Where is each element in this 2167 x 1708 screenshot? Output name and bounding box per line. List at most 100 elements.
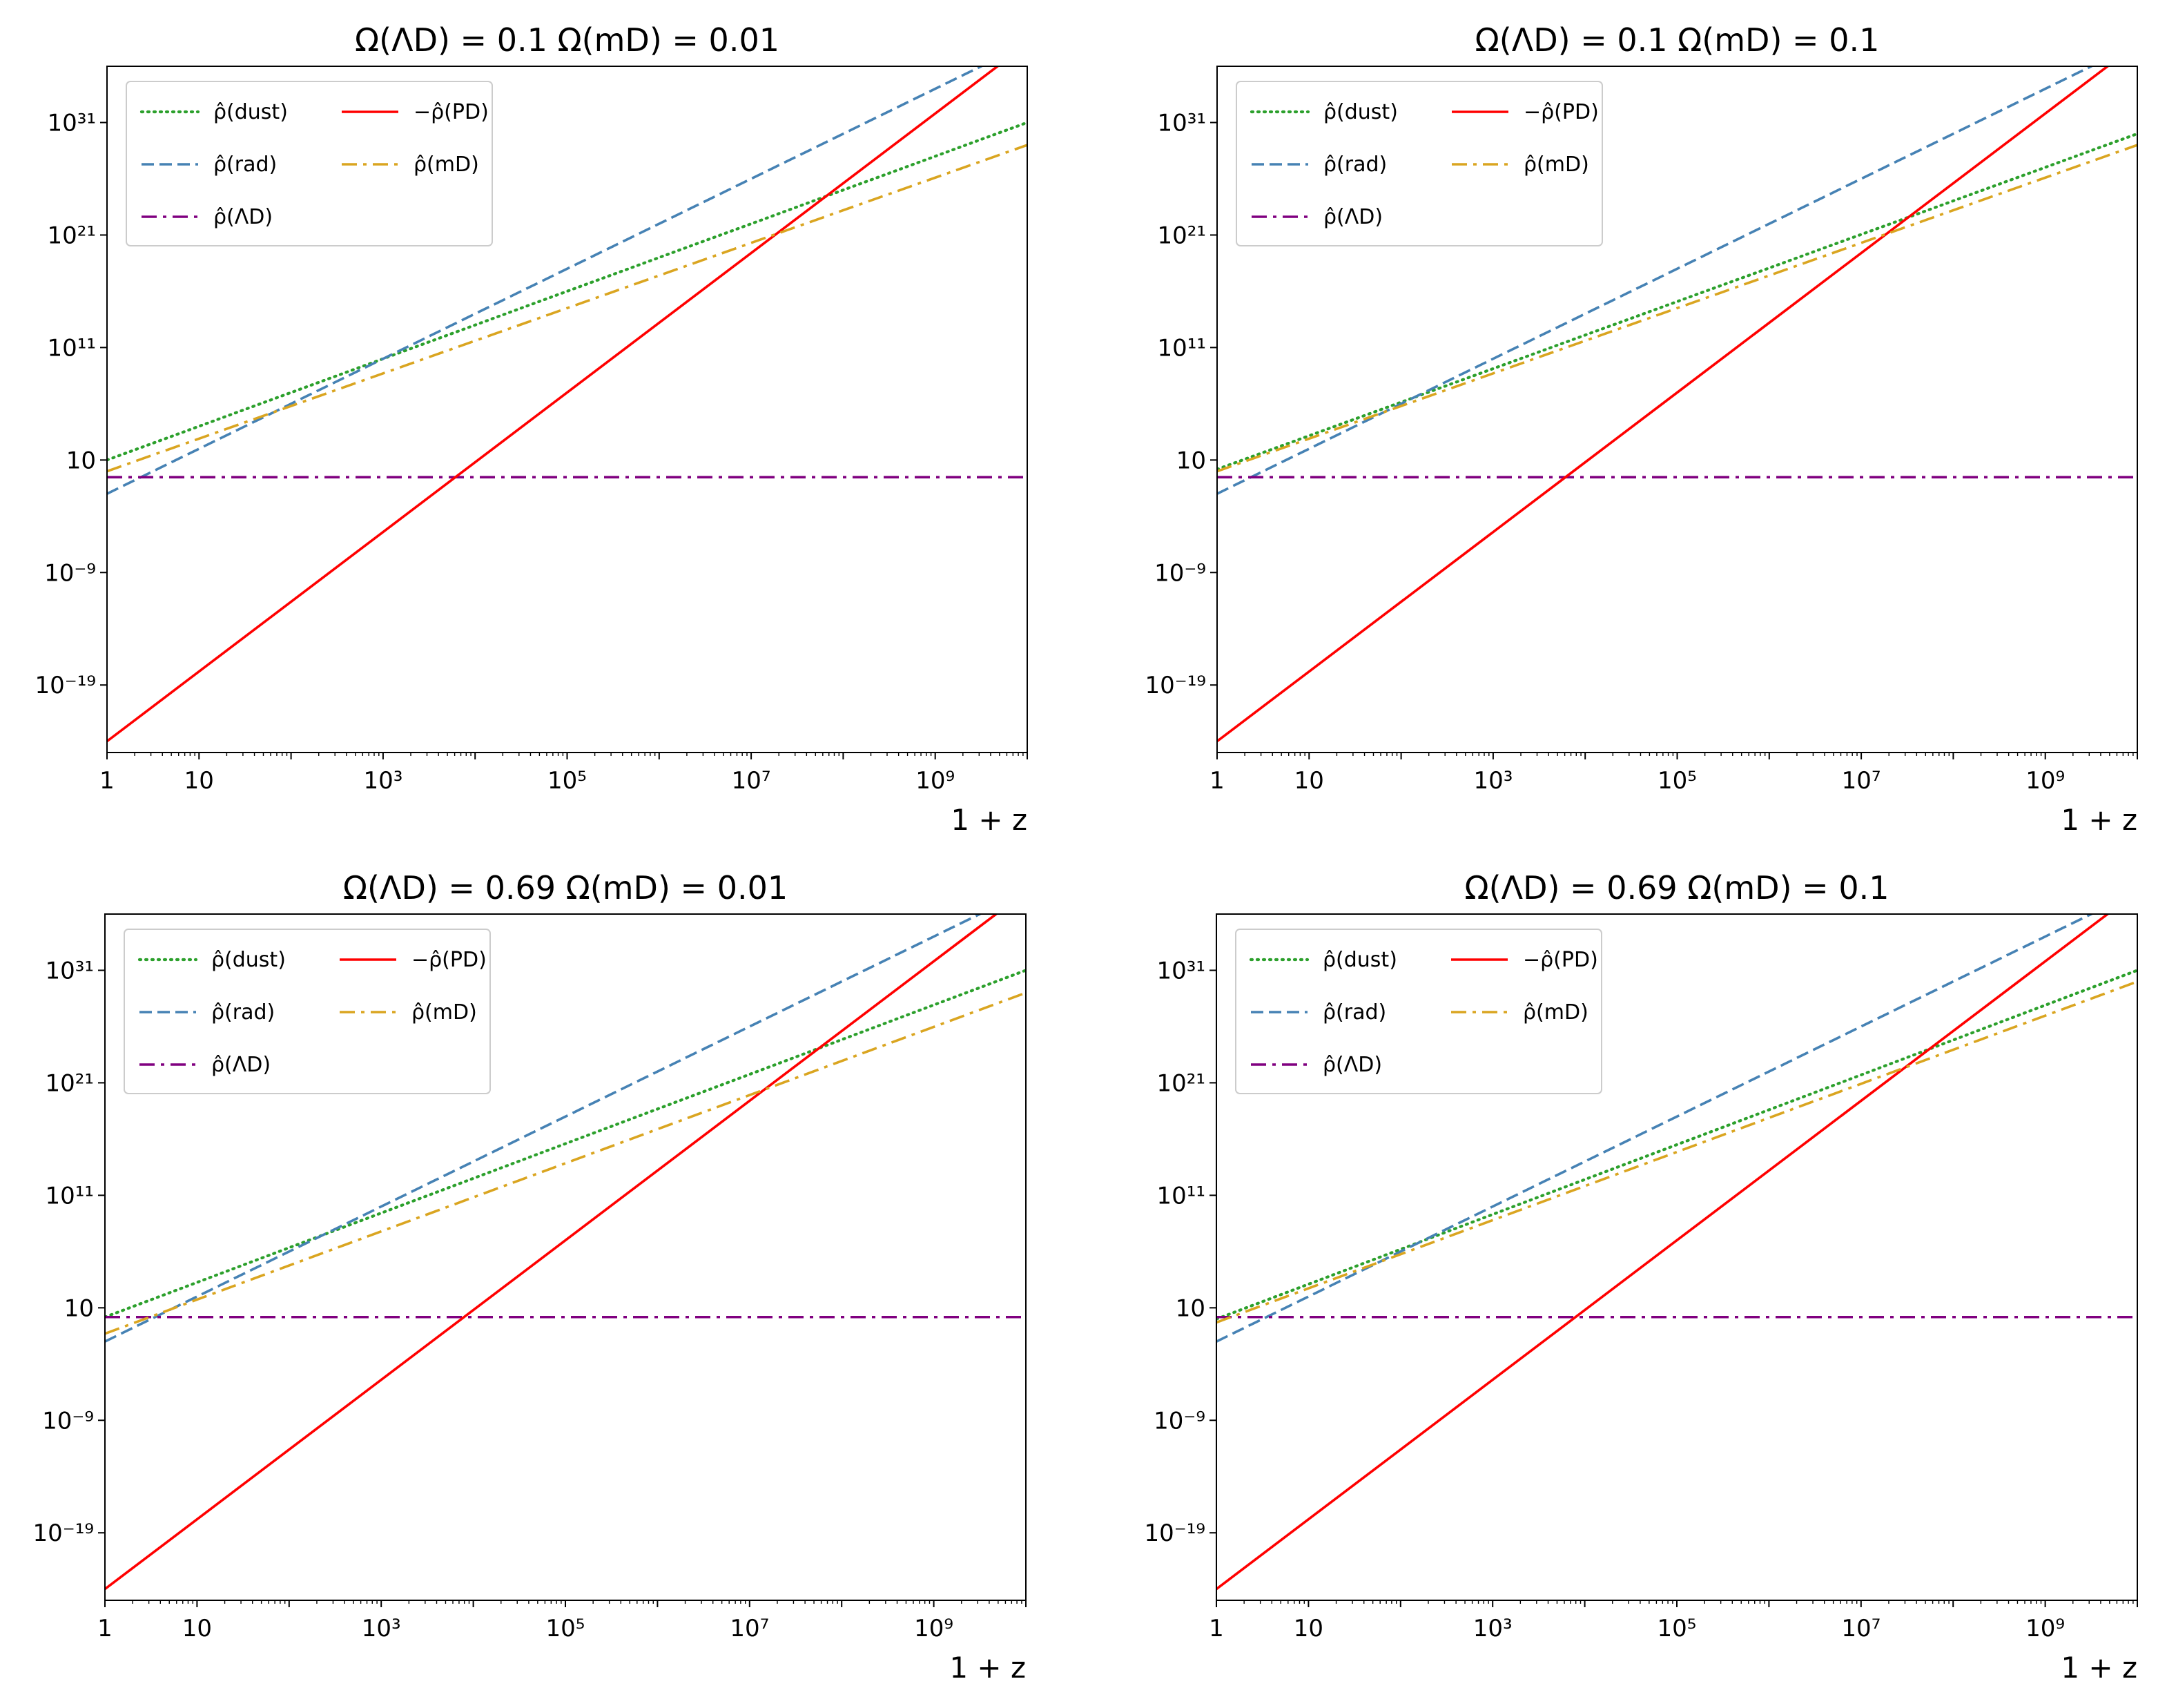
x-tick-label: 10: [1294, 767, 1324, 795]
series-line-rad: [107, 66, 984, 495]
x-tick-label: 10⁹: [2025, 767, 2065, 795]
panel-1: 1 10 10³ 10⁵ 10⁷ 10⁹ 10⁻¹⁹ 10⁻⁹ 10 10¹¹ 10²¹ 10³¹ Ω(…: [35, 21, 1028, 837]
legend-label-lambda: ρ̂(ΛD): [1323, 205, 1383, 229]
y-tick-label: 10²¹: [1156, 1069, 1205, 1097]
x-axis-label: 1 + z: [951, 803, 1027, 837]
x-axis-label: 1 + z: [949, 1651, 1026, 1685]
legend-label-pressure: −ρ̂(PD): [1523, 948, 1598, 972]
y-tick-label: 10⁻¹⁹: [35, 672, 96, 699]
x-tick-label: 1: [1209, 1615, 1224, 1642]
x-tick-label: 10⁵: [546, 1615, 585, 1642]
x-tick-label: 10⁹: [914, 1615, 953, 1642]
legend: ρ̂(dust) ρ̂(rad) ρ̂(ΛD) −ρ̂(PD) ρ̂(mD): [1235, 929, 1602, 1094]
legend-label-m: ρ̂(mD): [414, 153, 479, 177]
legend-label-rad: ρ̂(rad): [1323, 1000, 1386, 1025]
x-tick-label: 10⁵: [547, 767, 587, 795]
y-tick-label: 10¹¹: [45, 1182, 94, 1210]
y-tick-label: 10²¹: [1157, 222, 1206, 249]
series-line-dust: [1216, 969, 2137, 1321]
x-tick-label: 10⁹: [915, 767, 955, 795]
legend-label-lambda: ρ̂(ΛD): [213, 205, 273, 229]
x-tick-label: 10⁵: [1658, 767, 1697, 795]
legend-label-dust: ρ̂(dust): [1323, 100, 1398, 124]
series-group: [1216, 914, 2137, 1591]
x-tick-label: 10³: [363, 767, 402, 795]
legend-label-lambda: ρ̂(ΛD): [211, 1053, 271, 1077]
x-tick-label: 10⁷: [1841, 1615, 1881, 1642]
legend: ρ̂(dust) ρ̂(rad) ρ̂(ΛD) −ρ̂(PD) ρ̂(mD): [126, 81, 493, 246]
chart-title: Ω(ΛD) = 0.1 Ω(mD) = 0.01: [355, 21, 779, 59]
x-tick-label: 10⁷: [1842, 767, 1881, 795]
legend-box: [124, 929, 491, 1094]
x-tick-label: 10: [184, 767, 214, 795]
series-line-m: [1217, 144, 2137, 473]
y-tick-label: 10⁻⁹: [1154, 1407, 1205, 1435]
legend-label-rad: ρ̂(rad): [211, 1000, 275, 1025]
y-tick-label: 10³¹: [47, 109, 96, 137]
x-tick-label: 10⁵: [1658, 1615, 1697, 1642]
series-line-pressure: [1216, 914, 2110, 1591]
y-tick-label: 10²¹: [47, 222, 96, 249]
y-tick-label: 10: [1176, 1294, 1205, 1322]
y-tick-label: 10⁻⁹: [42, 1407, 94, 1435]
x-axis-label: 1 + z: [2061, 803, 2137, 837]
legend-label-rad: ρ̂(rad): [1323, 153, 1387, 177]
y-tick-label: 10⁻¹⁹: [1145, 672, 1206, 699]
legend-label-rad: ρ̂(rad): [213, 153, 277, 177]
series-line-dust: [105, 969, 1026, 1319]
y-tick-label: 10: [66, 447, 96, 474]
y-tick-label: 10⁻¹⁹: [33, 1520, 94, 1547]
series-group: [105, 914, 1026, 1591]
y-tick-label: 10³¹: [45, 957, 94, 984]
y-tick-label: 10¹¹: [47, 334, 96, 362]
series-line-rad: [105, 914, 983, 1343]
legend-box: [126, 81, 493, 246]
x-tick-label: 10³: [1473, 1615, 1513, 1642]
x-tick-label: 1: [97, 1615, 113, 1642]
x-tick-label: 10³: [362, 1615, 401, 1642]
series-line-rad: [1217, 66, 2095, 495]
series-line-pressure: [1217, 66, 2110, 743]
y-tick-label: 10⁻¹⁹: [1145, 1520, 1205, 1547]
legend-label-pressure: −ρ̂(PD): [1524, 100, 1599, 124]
series-group: [107, 66, 1027, 743]
legend-box: [1236, 81, 1603, 246]
y-tick-label: 10⁻⁹: [44, 559, 96, 587]
legend-label-dust: ρ̂(dust): [1323, 948, 1397, 972]
x-tick-label: 10⁷: [730, 1615, 769, 1642]
series-line-pressure: [105, 914, 998, 1591]
y-tick-label: 10¹¹: [1156, 1182, 1205, 1210]
legend-label-m: ρ̂(mD): [1524, 153, 1589, 177]
y-tick-label: 10³¹: [1156, 957, 1205, 984]
legend-label-pressure: −ρ̂(PD): [414, 100, 489, 124]
legend-label-dust: ρ̂(dust): [213, 100, 288, 124]
x-axis-label: 1 + z: [2061, 1651, 2137, 1685]
legend: ρ̂(dust) ρ̂(rad) ρ̂(ΛD) −ρ̂(PD) ρ̂(mD): [1236, 81, 1603, 246]
y-tick-label: 10⁻⁹: [1154, 559, 1206, 587]
x-tick-label: 1: [1209, 767, 1225, 795]
chart-title: Ω(ΛD) = 0.1 Ω(mD) = 0.1: [1475, 21, 1880, 59]
y-tick-label: 10¹¹: [1157, 334, 1206, 362]
y-tick-label: 10: [1176, 447, 1206, 474]
x-tick-label: 10⁷: [732, 767, 771, 795]
x-tick-label: 10: [1294, 1615, 1323, 1642]
legend-label-m: ρ̂(mD): [411, 1000, 477, 1025]
y-tick-label: 10³¹: [1157, 109, 1206, 137]
series-group: [1217, 66, 2137, 743]
legend-label-pressure: −ρ̂(PD): [411, 948, 487, 972]
legend-label-lambda: ρ̂(ΛD): [1323, 1053, 1382, 1077]
legend-label-m: ρ̂(mD): [1523, 1000, 1588, 1025]
series-line-m: [105, 991, 1026, 1335]
series-line-pressure: [107, 66, 1000, 743]
series-line-m: [1216, 980, 2137, 1324]
panel-3: 1 10 10³ 10⁵ 10⁷ 10⁹ 10⁻¹⁹ 10⁻⁹ 10 10¹¹ 10²¹ 10³¹ Ω(…: [33, 869, 1027, 1685]
series-line-dust: [107, 121, 1027, 462]
x-tick-label: 1: [99, 767, 115, 795]
series-line-m: [107, 144, 1027, 473]
legend-label-dust: ρ̂(dust): [211, 948, 286, 972]
chart-title: Ω(ΛD) = 0.69 Ω(mD) = 0.1: [1465, 869, 1889, 906]
panel-2: 1 10 10³ 10⁵ 10⁷ 10⁹ 10⁻¹⁹ 10⁻⁹ 10 10¹¹ 10²¹ 10³¹ Ω(…: [1145, 21, 2138, 837]
legend-box: [1235, 929, 1602, 1094]
legend: ρ̂(dust) ρ̂(rad) ρ̂(ΛD) −ρ̂(PD) ρ̂(mD): [124, 929, 491, 1094]
